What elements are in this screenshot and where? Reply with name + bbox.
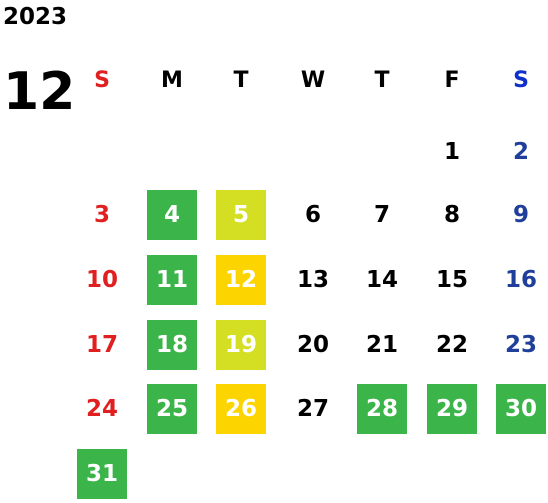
- day-25[interactable]: 25: [147, 384, 197, 434]
- day-4[interactable]: 4: [147, 190, 197, 240]
- weekday-fri: F: [444, 68, 460, 93]
- day-17[interactable]: 17: [85, 332, 118, 358]
- day-23[interactable]: 23: [504, 332, 537, 358]
- day-20[interactable]: 20: [296, 332, 329, 358]
- year-label: 2023: [3, 4, 68, 30]
- day-14[interactable]: 14: [365, 267, 398, 293]
- weekday-wed: W: [300, 68, 326, 93]
- weekday-sat: S: [513, 68, 529, 93]
- day-10[interactable]: 10: [85, 267, 118, 293]
- day-26[interactable]: 26: [216, 384, 266, 434]
- day-5[interactable]: 5: [216, 190, 266, 240]
- day-13[interactable]: 13: [296, 267, 329, 293]
- day-22[interactable]: 22: [435, 332, 468, 358]
- day-27[interactable]: 27: [296, 396, 329, 422]
- weekday-thu: T: [374, 68, 390, 93]
- day-19[interactable]: 19: [216, 320, 266, 370]
- day-6[interactable]: 6: [304, 202, 321, 228]
- day-24[interactable]: 24: [85, 396, 118, 422]
- day-9[interactable]: 9: [512, 202, 529, 228]
- day-18[interactable]: 18: [147, 320, 197, 370]
- day-30[interactable]: 30: [496, 384, 546, 434]
- weekday-sun: S: [94, 68, 110, 93]
- day-16[interactable]: 16: [504, 267, 537, 293]
- month-number: 12: [3, 62, 76, 122]
- day-28[interactable]: 28: [357, 384, 407, 434]
- day-21[interactable]: 21: [365, 332, 398, 358]
- day-15[interactable]: 15: [435, 267, 468, 293]
- day-11[interactable]: 11: [147, 255, 197, 305]
- day-7[interactable]: 7: [373, 202, 390, 228]
- day-2[interactable]: 2: [512, 139, 529, 165]
- weekday-mon: M: [161, 68, 183, 93]
- day-3[interactable]: 3: [93, 202, 110, 228]
- day-29[interactable]: 29: [427, 384, 477, 434]
- day-8[interactable]: 8: [443, 202, 460, 228]
- day-12[interactable]: 12: [216, 255, 266, 305]
- weekday-tue: T: [233, 68, 249, 93]
- day-1[interactable]: 1: [443, 139, 460, 165]
- day-31[interactable]: 31: [77, 449, 127, 499]
